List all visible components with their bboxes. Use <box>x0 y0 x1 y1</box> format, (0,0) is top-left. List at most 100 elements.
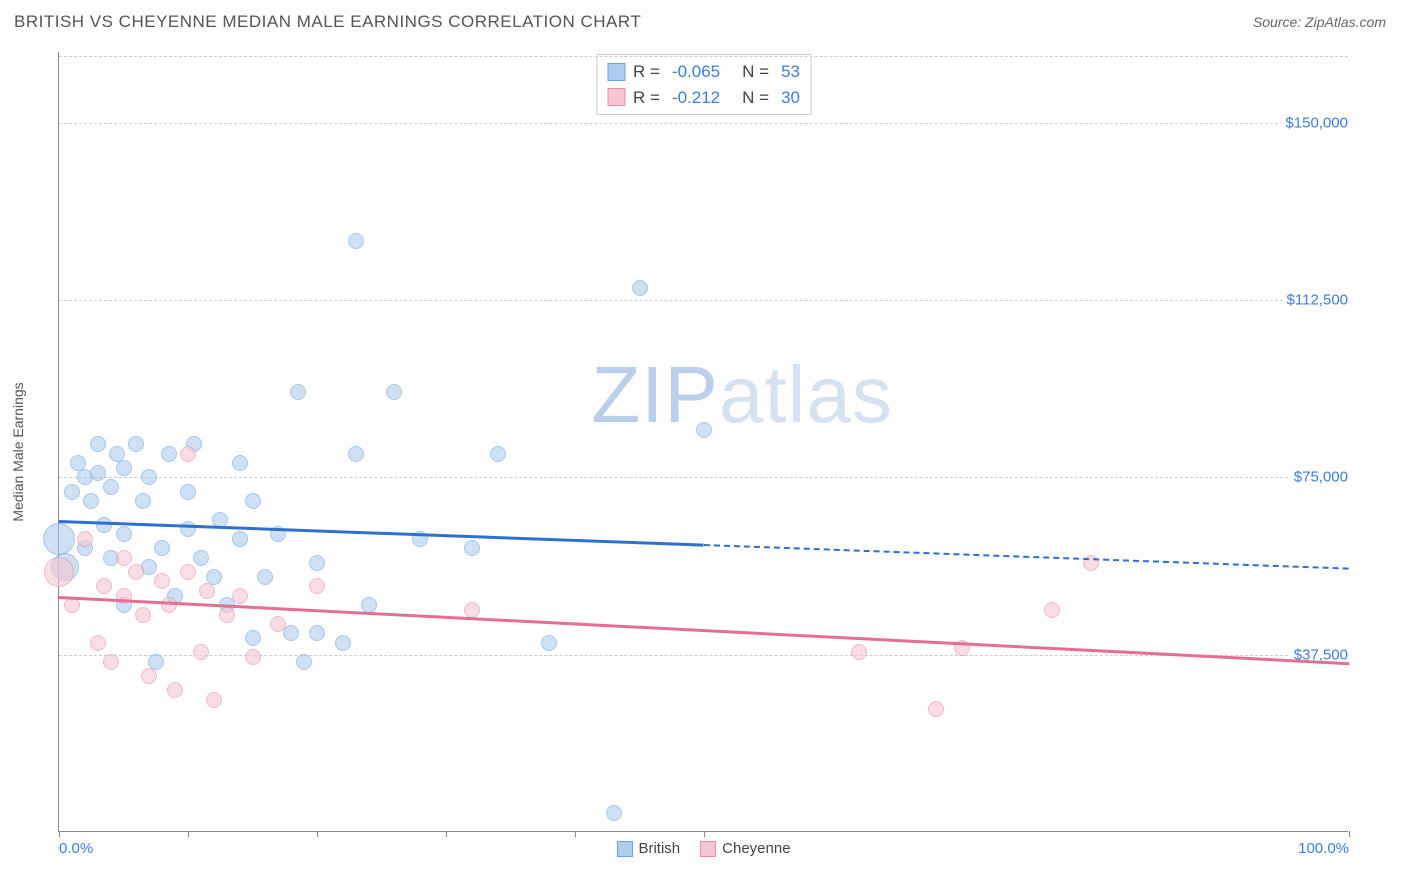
data-point <box>245 493 261 509</box>
data-point <box>103 479 119 495</box>
data-point <box>135 493 151 509</box>
data-point <box>180 484 196 500</box>
data-point <box>309 578 325 594</box>
data-point <box>257 569 273 585</box>
stat-n-value: 53 <box>781 59 800 85</box>
data-point <box>90 465 106 481</box>
stat-n-value: 30 <box>781 85 800 111</box>
stat-r-label: R = <box>633 59 660 85</box>
x-tick <box>59 831 60 837</box>
legend-swatch <box>700 841 716 857</box>
data-point <box>90 436 106 452</box>
data-point <box>386 384 402 400</box>
data-point <box>96 578 112 594</box>
legend-swatch <box>607 63 625 81</box>
data-point <box>161 597 177 613</box>
stat-n-label: N = <box>742 85 769 111</box>
data-point <box>232 531 248 547</box>
data-point <box>1083 555 1099 571</box>
data-point <box>296 654 312 670</box>
x-tick <box>704 831 705 837</box>
data-point <box>199 583 215 599</box>
x-tick <box>1349 831 1350 837</box>
y-tick-label: $112,500 <box>1283 292 1352 309</box>
data-point <box>64 484 80 500</box>
legend-item: Cheyenne <box>700 840 790 857</box>
data-point <box>335 635 351 651</box>
data-point <box>309 625 325 641</box>
stats-legend-row: R = -0.065 N = 53 <box>607 59 800 85</box>
data-point <box>290 384 306 400</box>
legend-item: British <box>616 840 680 857</box>
y-tick-label: $75,000 <box>1290 469 1352 486</box>
data-point <box>283 625 299 641</box>
data-point <box>116 526 132 542</box>
gridline <box>59 477 1348 478</box>
x-tick <box>188 831 189 837</box>
data-point <box>928 701 944 717</box>
header: BRITISH VS CHEYENNE MEDIAN MALE EARNINGS… <box>0 0 1406 38</box>
data-point <box>206 692 222 708</box>
data-point <box>193 550 209 566</box>
data-point <box>245 649 261 665</box>
stats-legend-row: R = -0.212 N = 30 <box>607 85 800 111</box>
data-point <box>270 616 286 632</box>
data-point <box>193 644 209 660</box>
data-point <box>154 573 170 589</box>
data-point <box>180 564 196 580</box>
x-tick-label: 0.0% <box>59 840 93 857</box>
legend-swatch <box>607 88 625 106</box>
legend-swatch <box>616 841 632 857</box>
stats-legend: R = -0.065 N = 53 R = -0.212 N = 30 <box>596 54 811 115</box>
data-point <box>128 436 144 452</box>
x-tick <box>446 831 447 837</box>
trend-line <box>704 544 1349 570</box>
data-point <box>1044 602 1060 618</box>
stat-r-value: -0.065 <box>672 59 720 85</box>
gridline <box>59 56 1348 57</box>
stat-r-label: R = <box>633 85 660 111</box>
data-point <box>464 602 480 618</box>
data-point <box>348 446 364 462</box>
data-point <box>696 422 712 438</box>
data-point <box>541 635 557 651</box>
data-point <box>490 446 506 462</box>
watermark-light: atlas <box>719 350 893 439</box>
data-point <box>135 607 151 623</box>
data-point <box>116 550 132 566</box>
data-point <box>309 555 325 571</box>
data-point <box>464 540 480 556</box>
data-point <box>180 446 196 462</box>
data-point <box>167 682 183 698</box>
gridline <box>59 300 1348 301</box>
data-point <box>245 630 261 646</box>
source-label: Source: ZipAtlas.com <box>1253 14 1386 30</box>
data-point <box>96 517 112 533</box>
data-point <box>90 635 106 651</box>
data-point <box>83 493 99 509</box>
data-point <box>154 540 170 556</box>
chart-title: BRITISH VS CHEYENNE MEDIAN MALE EARNINGS… <box>14 12 641 32</box>
data-point <box>232 455 248 471</box>
chart-container: Median Male Earnings ZIPatlas R =-0.065N… <box>48 52 1388 852</box>
data-point <box>103 654 119 670</box>
data-point <box>77 531 93 547</box>
y-tick-label: $150,000 <box>1281 114 1352 131</box>
gridline <box>59 123 1348 124</box>
data-point <box>632 280 648 296</box>
data-point <box>43 523 75 555</box>
data-point <box>232 588 248 604</box>
data-point <box>219 607 235 623</box>
plot-area: ZIPatlas R =-0.065N =53R =-0.212N =30 Br… <box>58 52 1348 832</box>
data-point <box>161 446 177 462</box>
x-tick <box>575 831 576 837</box>
x-tick-label: 100.0% <box>1298 840 1349 857</box>
data-point <box>44 557 74 587</box>
data-point <box>141 668 157 684</box>
stat-r-value: -0.212 <box>672 85 720 111</box>
legend-label: British <box>638 840 680 857</box>
watermark: ZIPatlas <box>591 349 892 441</box>
stat-n-label: N = <box>742 59 769 85</box>
data-point <box>348 233 364 249</box>
data-point <box>128 564 144 580</box>
